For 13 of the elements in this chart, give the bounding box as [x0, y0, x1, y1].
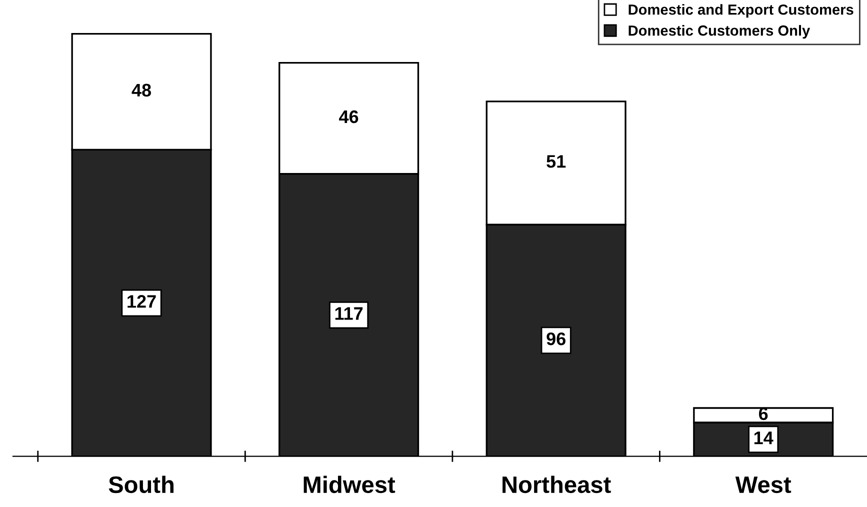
data-label: 117	[335, 307, 363, 320]
x-tick-label: West	[735, 476, 792, 494]
data-label: 48	[132, 84, 152, 97]
legend-label: Domestic Customers Only	[628, 25, 810, 39]
data-label: 51	[546, 155, 566, 168]
x-tick-label: Northeast	[502, 476, 611, 494]
data-label: 14	[754, 432, 774, 444]
data-label: 96	[546, 332, 566, 346]
x-tick-label: Midwest	[304, 476, 396, 494]
legend-label: Domestic and Export Customers	[628, 4, 854, 18]
x-tick-label: South	[108, 476, 174, 494]
data-label: 127	[128, 295, 156, 308]
data-label: 46	[339, 110, 358, 124]
